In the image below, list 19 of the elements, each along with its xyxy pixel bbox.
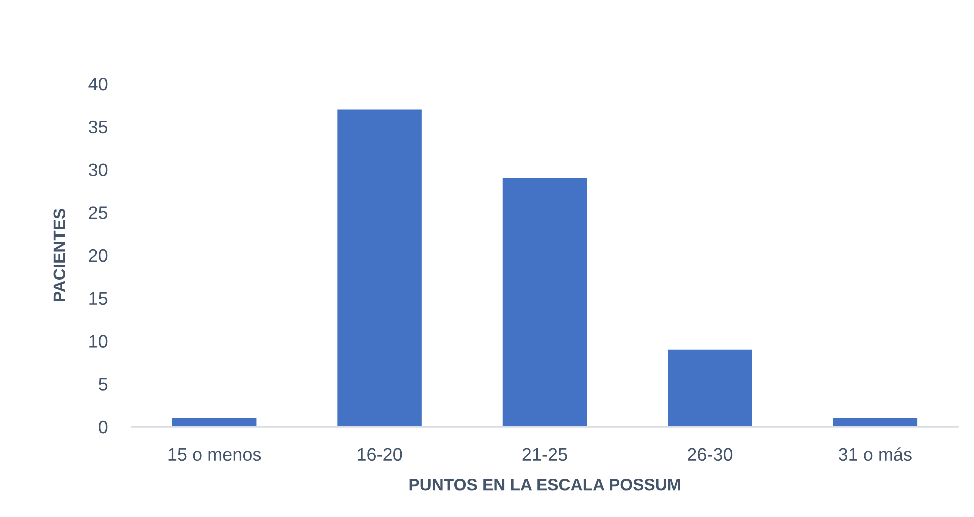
x-tick-label: 15 o menos [168, 448, 262, 462]
y-tick-label: 10 [90, 335, 108, 348]
y-tick-label: 25 [89, 206, 108, 220]
x-tick-label: 31 o más [838, 448, 912, 462]
y-tick-label: 0 [99, 420, 108, 434]
y-axis-title: PACIENTES [54, 209, 66, 302]
x-tick-label: 21-25 [522, 448, 568, 462]
y-tick-label: 5 [99, 378, 108, 391]
bar [668, 350, 752, 427]
y-tick-label: 40 [88, 78, 108, 91]
y-tick-label: 35 [88, 120, 108, 134]
x-tick-label: 26-30 [688, 448, 733, 462]
bar [338, 110, 422, 427]
x-axis-title: PUNTOS EN LA ESCALA POSSUM [410, 478, 680, 491]
y-tick-label: 30 [88, 164, 108, 176]
x-tick-label: 16-20 [358, 448, 402, 462]
bar [502, 178, 588, 427]
y-tick-label: 20 [89, 249, 108, 262]
y-tick-label: 15 [90, 292, 108, 306]
